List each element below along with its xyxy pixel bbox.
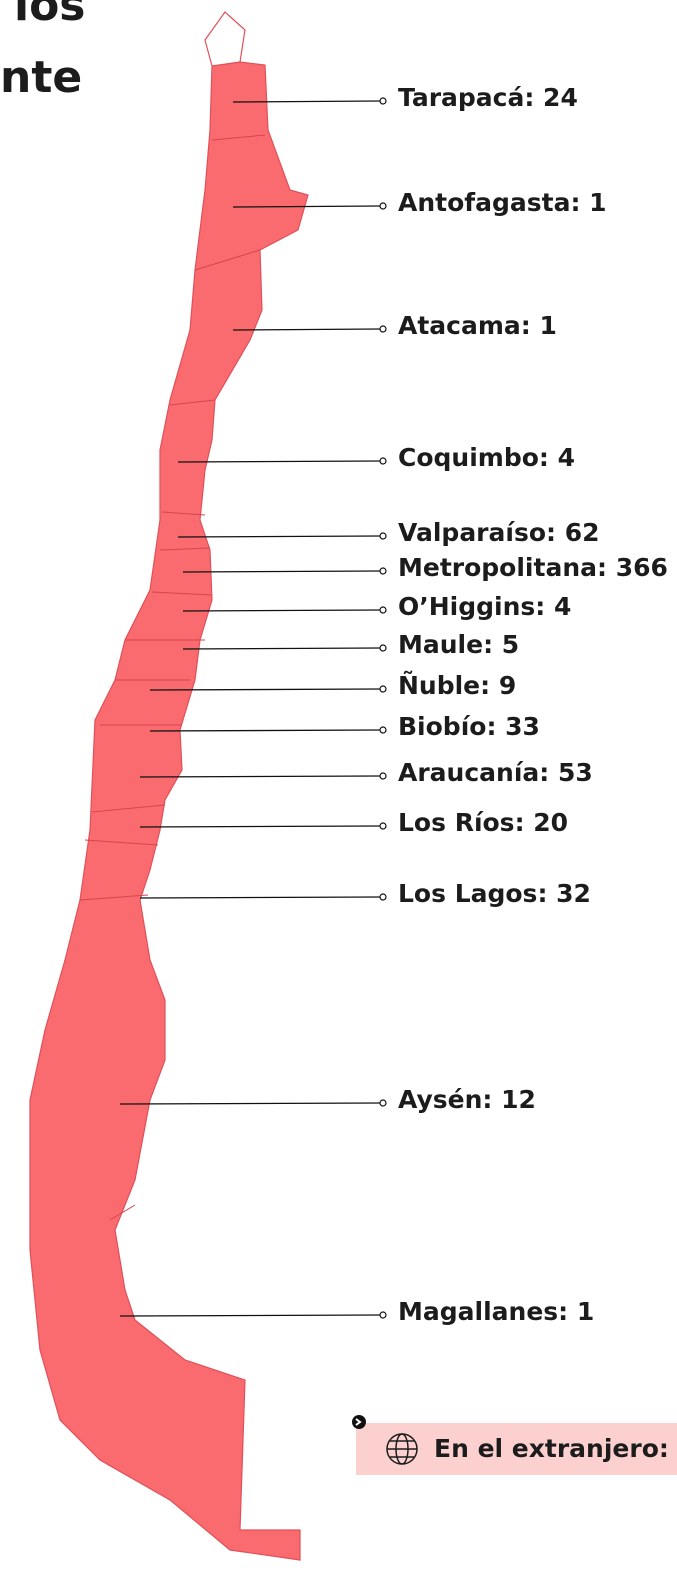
- region-label: Aysén: 12: [398, 1085, 536, 1114]
- leader-line: [177, 535, 381, 538]
- region-label: Los Ríos: 20: [398, 808, 568, 837]
- region-borders: [79, 134, 266, 1221]
- leader-line: [119, 1314, 381, 1317]
- region-label: Ñuble: 9: [398, 671, 516, 700]
- badge-arrow: [355, 1418, 362, 1426]
- leader-dot: [379, 1311, 387, 1319]
- leader-dot: [379, 606, 387, 614]
- leader-line: [182, 647, 381, 650]
- region-label: Metropolitana: 366: [398, 553, 668, 582]
- leader-line: [149, 729, 381, 732]
- region-label: Magallanes: 1: [398, 1297, 594, 1326]
- region-label: Valparaíso: 62: [398, 518, 600, 547]
- leader-dot: [379, 644, 387, 652]
- region-label: Coquimbo: 4: [398, 443, 575, 472]
- leader-line: [139, 896, 381, 899]
- globe-icon: [386, 1433, 418, 1465]
- title-line: nte: [0, 52, 82, 103]
- leader-dot: [379, 325, 387, 333]
- region-label: Maule: 5: [398, 630, 519, 659]
- leader-dot: [379, 1099, 387, 1107]
- leader-dot: [379, 726, 387, 734]
- leader-dot: [379, 893, 387, 901]
- region-label: Antofagasta: 1: [398, 188, 607, 217]
- leader-dot: [379, 457, 387, 465]
- region-label: O’Higgins: 4: [398, 592, 571, 621]
- region-label: Araucanía: 53: [398, 758, 593, 787]
- region-label: Tarapacá: 24: [398, 83, 578, 112]
- abroad-label: En el extranjero: 4: [434, 1434, 677, 1463]
- leader-line: [177, 460, 381, 463]
- leader-line: [139, 825, 381, 828]
- leader-dot: [379, 567, 387, 575]
- leader-line: [119, 1102, 381, 1105]
- region-label: Los Lagos: 32: [398, 879, 591, 908]
- leader-dot: [379, 202, 387, 210]
- leader-line: [149, 688, 381, 691]
- arica-region: [204, 11, 246, 67]
- title-line: los: [14, 0, 86, 31]
- leader-line: [232, 328, 381, 331]
- leader-line: [232, 205, 381, 208]
- leader-dot: [379, 532, 387, 540]
- leader-dot: [379, 822, 387, 830]
- leader-dot: [379, 772, 387, 780]
- region-label: Atacama: 1: [398, 311, 557, 340]
- leader-line: [182, 609, 381, 612]
- leader-line: [182, 570, 381, 573]
- leader-dot: [379, 97, 387, 105]
- leader-line: [232, 100, 381, 103]
- leader-line: [139, 775, 381, 778]
- chile-shape: [29, 61, 309, 1561]
- leader-dot: [379, 685, 387, 693]
- region-label: Biobío: 33: [398, 712, 540, 741]
